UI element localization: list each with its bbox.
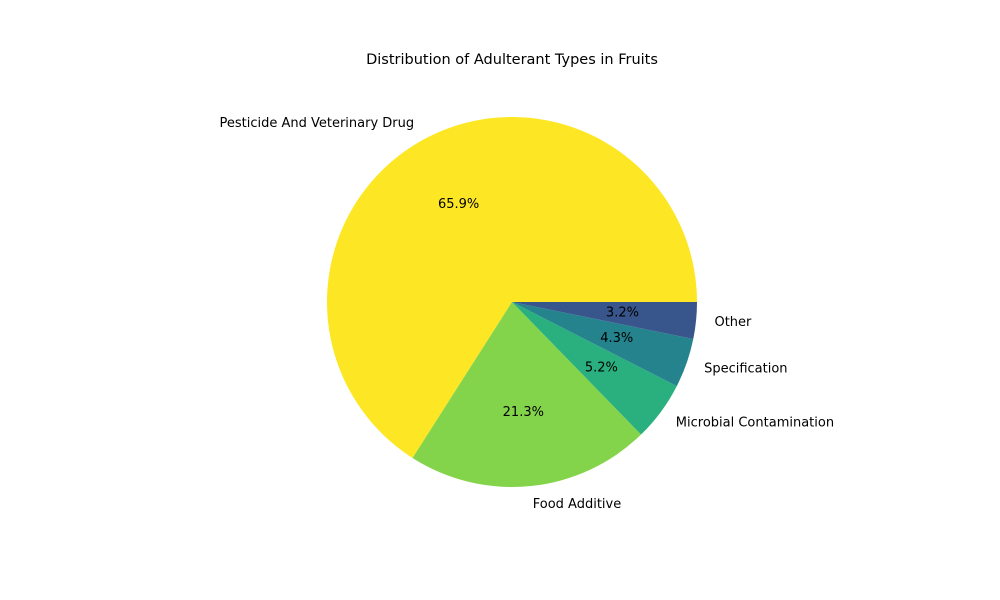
pie-slices (327, 117, 697, 487)
percent-label-specification: 4.3% (600, 331, 633, 346)
slice-label-other: Other (714, 315, 752, 330)
slice-label-food-additive: Food Additive (533, 497, 622, 512)
slice-labels: Pesticide And Veterinary Drug Food Additi… (219, 116, 834, 512)
slice-label-specification: Specification (704, 362, 787, 377)
percent-labels: 65.9% 21.3% 5.2% 4.3% 3.2% (438, 197, 639, 420)
pie-slice-pesticide-and-veterinary-drug (327, 117, 697, 458)
percent-label-food-additive: 21.3% (503, 405, 544, 420)
slice-label-microbial-contamination: Microbial Contamination (676, 415, 834, 430)
percent-label-pesticide-and-veterinary-drug: 65.9% (438, 197, 479, 212)
percent-label-microbial-contamination: 5.2% (585, 360, 618, 375)
pie-slice-microbial-contamination (512, 302, 677, 435)
slice-label-pesticide-and-veterinary-drug: Pesticide And Veterinary Drug (219, 116, 414, 131)
pie-slice-specification (512, 302, 694, 387)
pie-slice-food-additive (412, 302, 642, 487)
chart-title: Distribution of Adulterant Types in Frui… (366, 52, 658, 68)
percent-label-other: 3.2% (606, 306, 639, 321)
pie-slice-other (512, 302, 697, 339)
